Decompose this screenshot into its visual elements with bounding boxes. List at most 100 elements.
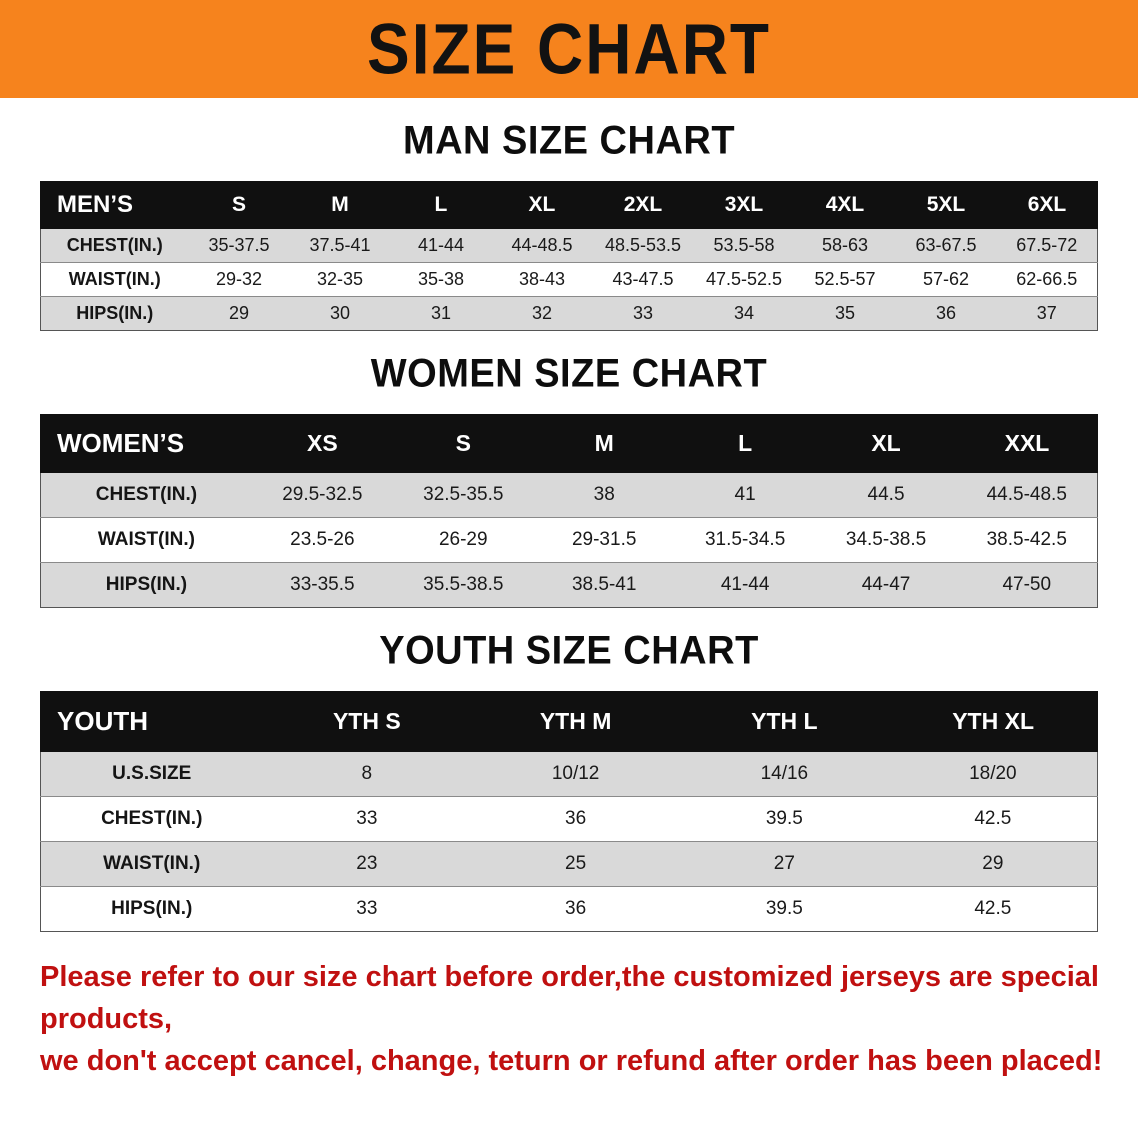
size-value-cell: 8	[361, 763, 373, 784]
size-value-cell: 29.5-32.5	[282, 484, 363, 505]
size-value-cell: 44-48.5	[511, 235, 573, 255]
size-value-cell: 53.5-58	[713, 235, 775, 255]
size-value-cell: 44.5	[867, 484, 905, 505]
size-column-header: XL	[815, 414, 957, 473]
size-value-cell: 38.5-41	[571, 574, 637, 595]
table-title-cell: WOMEN’S	[39, 414, 253, 473]
men-size-table: MEN’S S M L XL 2XL 3XL 4XL 5XL 6XL CHEST(IN.) 35-37…	[40, 181, 1099, 331]
size-value-cell: 32	[531, 303, 552, 323]
size-column-header: YTH M	[470, 691, 681, 752]
size-column-header: M	[533, 414, 676, 473]
row-label: WAIST(IN.)	[97, 529, 195, 550]
row-label: HIPS(IN.)	[76, 303, 154, 323]
table-title-cell: MEN’S	[40, 181, 189, 229]
size-value-cell: 39.5	[765, 808, 803, 829]
size-value-cell: 23.5-26	[290, 529, 355, 550]
size-column-header: 4XL	[793, 181, 896, 229]
row-label: CHEST(IN.)	[95, 484, 198, 505]
header-row: MEN’S S M L XL 2XL 3XL 4XL 5XL 6XL	[40, 181, 1099, 229]
notice-line-2: we don't accept cancel, change, teturn o…	[40, 1045, 1103, 1078]
measurement-row: HIPS(IN.) 33 36 39.5 42.5	[40, 886, 1098, 932]
size-value-cell: 35	[834, 303, 855, 323]
row-label: CHEST(IN.)	[101, 808, 203, 829]
banner: SIZE CHART	[0, 0, 1138, 98]
size-value-cell: 29-32	[215, 269, 262, 289]
size-value-cell: 38	[593, 484, 615, 505]
size-value-cell: 41	[734, 484, 756, 505]
size-value-cell: 25	[565, 853, 587, 874]
row-label: HIPS(IN.)	[111, 898, 193, 919]
row-label: WAIST(IN.)	[68, 269, 161, 289]
size-value-cell: 33	[632, 303, 653, 323]
size-charts-container: MAN SIZE CHART MEN’S S M L XL 2XL 3XL 4XL 5XL 6XL C…	[0, 118, 1138, 932]
measurement-row: U.S.SIZE 8 10/12 14/16 18/20	[40, 751, 1098, 797]
size-value-cell: 44.5-48.5	[986, 484, 1067, 505]
size-column-header: L	[674, 414, 817, 473]
size-value-cell: 31.5-34.5	[704, 529, 786, 550]
size-column-header: XXL	[956, 414, 1098, 473]
size-column-header: YTH L	[679, 691, 890, 752]
table-title-cell: YOUTH	[40, 691, 263, 752]
size-value-cell: 30	[329, 303, 350, 323]
size-column-header: S	[392, 414, 535, 473]
size-value-cell: 29	[982, 853, 1004, 874]
size-value-cell: 58-63	[821, 235, 868, 255]
size-value-cell: 47.5-52.5	[705, 269, 782, 289]
measurement-row: WAIST(IN.) 29-32 32-35 35-38 38-43 43-47.5 47.…	[40, 262, 1098, 297]
size-value-cell: 14/16	[760, 763, 809, 784]
size-value-cell: 38-43	[518, 269, 565, 289]
size-value-cell: 33-35.5	[290, 574, 355, 595]
size-value-cell: 47-50	[1002, 574, 1052, 595]
women-size-chart-section: WOMEN SIZE CHART WOMEN’S XS S M L XL XXL CHEST(I…	[0, 351, 1138, 608]
size-value-cell: 67.5-72	[1016, 235, 1078, 255]
size-column-header: 6XL	[995, 181, 1099, 229]
measurement-row: CHEST(IN.) 33 36 39.5 42.5	[40, 796, 1098, 842]
size-value-cell: 36	[565, 898, 587, 919]
row-label: U.S.SIZE	[112, 763, 192, 784]
size-value-cell: 10/12	[551, 763, 600, 784]
size-column-header: YTH XL	[888, 691, 1098, 752]
page-title: SIZE CHART	[367, 8, 771, 90]
size-value-cell: 35-38	[417, 269, 464, 289]
size-value-cell: 31	[430, 303, 451, 323]
men-chart-heading: MAN SIZE CHART	[402, 118, 736, 164]
footer-notice: Please refer to our size chart before or…	[40, 956, 1118, 1082]
size-value-cell: 32-35	[316, 269, 363, 289]
women-size-table: WOMEN’S XS S M L XL XXL CHEST(IN.) 29.5-32.5 32.5…	[39, 414, 1098, 608]
header-row: WOMEN’S XS S M L XL XXL	[39, 414, 1098, 473]
measurement-row: HIPS(IN.) 29 30 31 32 33 34 35 36 37	[40, 296, 1098, 331]
size-value-cell: 41-44	[417, 235, 464, 255]
youth-size-chart-section: YOUTH SIZE CHART YOUTH YTH S YTH M YTH L YTH …	[0, 629, 1138, 932]
size-value-cell: 23	[356, 853, 378, 874]
row-label: WAIST(IN.)	[103, 853, 201, 874]
size-column-header: XL	[490, 181, 593, 229]
measurement-row: WAIST(IN.) 23 25 27 29	[40, 841, 1098, 887]
size-value-cell: 41-44	[720, 574, 770, 595]
size-column-header: 5XL	[894, 181, 997, 229]
size-value-cell: 63-67.5	[915, 235, 977, 255]
size-value-cell: 34	[733, 303, 754, 323]
men-size-chart-section: MAN SIZE CHART MEN’S S M L XL 2XL 3XL 4XL 5XL 6XL C…	[0, 118, 1138, 331]
size-value-cell: 35.5-38.5	[423, 574, 504, 595]
size-column-header: YTH S	[261, 691, 472, 752]
size-value-cell: 36	[935, 303, 956, 323]
size-value-cell: 43-47.5	[612, 269, 674, 289]
size-column-header: XS	[251, 414, 394, 473]
row-label: CHEST(IN.)	[66, 235, 163, 255]
measurement-row: WAIST(IN.) 23.5-26 26-29 29-31.5 31.5-34.5 34…	[40, 517, 1098, 563]
size-value-cell: 26-29	[438, 529, 488, 550]
measurement-row: CHEST(IN.) 29.5-32.5 32.5-35.5 38 41 44.5 44.5…	[40, 472, 1098, 518]
size-value-cell: 33	[356, 898, 378, 919]
size-value-cell: 18/20	[969, 763, 1017, 784]
size-column-header: M	[288, 181, 391, 229]
size-column-header: S	[187, 181, 290, 229]
size-value-cell: 32.5-35.5	[423, 484, 504, 505]
size-column-header: L	[389, 181, 492, 229]
size-value-cell: 27	[773, 853, 795, 874]
women-chart-heading: WOMEN SIZE CHART	[370, 351, 768, 397]
size-value-cell: 35-37.5	[208, 235, 270, 255]
size-value-cell: 62-66.5	[1016, 269, 1078, 289]
size-value-cell: 39.5	[765, 898, 803, 919]
size-column-header: 3XL	[692, 181, 795, 229]
